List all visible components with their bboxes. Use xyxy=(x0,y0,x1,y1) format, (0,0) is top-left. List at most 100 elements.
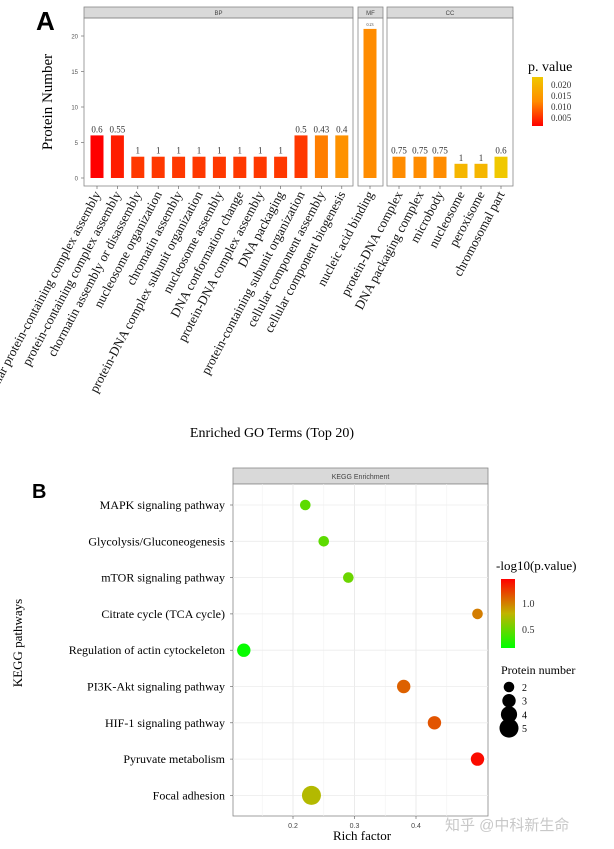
bar xyxy=(314,135,328,178)
colorbar xyxy=(532,77,543,126)
y-tick-label: 20 xyxy=(71,35,78,41)
y-tick-label: Focal adhesion xyxy=(153,788,225,802)
bar-value-label: 0.55 xyxy=(110,124,126,134)
bar-value-label: 1 xyxy=(176,146,181,156)
data-point xyxy=(343,572,354,583)
panel-label-a: A xyxy=(36,6,55,36)
facet-label: BP xyxy=(214,11,222,17)
bar xyxy=(294,135,308,178)
legend-tick-label: 0.015 xyxy=(551,91,572,101)
bar xyxy=(110,135,124,178)
facet-panel xyxy=(83,17,354,187)
size-legend-dot xyxy=(499,718,519,738)
watermark: 知乎 @中科新生命 xyxy=(445,816,569,834)
legend-tick-label: 0.020 xyxy=(551,80,572,90)
size-legend-dot xyxy=(500,706,518,723)
bar-value-label: 1 xyxy=(197,146,202,156)
bar xyxy=(151,156,165,178)
bar xyxy=(172,156,186,178)
x-axis-title: Enriched GO Terms (Top 20) xyxy=(190,426,355,441)
bar-value-label: 1 xyxy=(156,146,161,156)
legend-tick-label: 5 xyxy=(522,724,527,735)
y-tick-label: Regulation of actin cytockeleton xyxy=(69,643,225,657)
bar xyxy=(363,28,377,179)
y-tick-label: 15 xyxy=(71,70,78,76)
bar-value-label: 0.6 xyxy=(495,146,507,156)
legend-tick-label: 0.005 xyxy=(551,113,572,123)
bar-value-label: 0.75 xyxy=(412,146,428,156)
data-point xyxy=(300,499,311,511)
legend-tick-label: 3 xyxy=(522,697,527,708)
data-point xyxy=(472,608,483,620)
chart-title: KEGG Enrichment xyxy=(332,474,390,481)
bar xyxy=(212,156,226,178)
data-point xyxy=(397,679,411,694)
y-tick-label: 10 xyxy=(71,106,78,112)
colorbar xyxy=(501,579,515,648)
bar-value-label: 1 xyxy=(459,153,464,163)
facet-label: MF xyxy=(366,11,375,17)
legend-tick-label: 1.0 xyxy=(522,599,535,610)
color-legend-title: -log10(p.value) xyxy=(496,558,577,573)
bar-value-label: 0.6 xyxy=(91,124,103,134)
facet-label: CC xyxy=(446,11,455,17)
data-point xyxy=(470,752,485,766)
legend-tick-label: 0.010 xyxy=(551,102,572,112)
legend-tick-label: 0.5 xyxy=(522,625,535,636)
legend-title: p. value xyxy=(528,60,572,75)
panel-label-b: B xyxy=(32,481,46,503)
bar-value-label: 1 xyxy=(258,146,263,156)
data-point xyxy=(237,643,251,657)
bar-value-label: 1 xyxy=(238,146,243,156)
bar xyxy=(335,135,349,178)
bar-value-label: 0.43 xyxy=(314,124,330,134)
bar xyxy=(454,163,468,178)
bar xyxy=(192,156,206,178)
data-point xyxy=(318,536,330,547)
facet-panel xyxy=(386,17,514,187)
data-point xyxy=(427,716,442,730)
legend-tick-label: 4 xyxy=(522,710,527,721)
bar xyxy=(474,163,488,178)
bar xyxy=(90,135,104,178)
bar xyxy=(433,156,447,178)
bar-value-label: 0.4 xyxy=(336,124,348,134)
y-axis-title: KEGG pathways xyxy=(10,599,25,687)
bar xyxy=(253,156,267,178)
y-tick-label: 5 xyxy=(75,141,79,147)
y-tick-label: HIF-1 signaling pathway xyxy=(105,716,225,730)
size-legend-dot xyxy=(502,694,516,708)
bar-value-label: 1 xyxy=(136,146,141,156)
y-tick-label: Glycolysis/Gluconeogenesis xyxy=(88,534,225,548)
y-tick-label: PI3K-Akt signaling pathway xyxy=(87,680,225,694)
bar-value-label: 0.23 xyxy=(367,22,374,27)
y-tick-label: 0 xyxy=(75,177,79,183)
bar-value-label: 0.5 xyxy=(295,124,307,134)
bar-value-label: 0.75 xyxy=(432,146,448,156)
legend-tick-label: 2 xyxy=(522,683,527,694)
x-axis-title: Rich factor xyxy=(333,828,392,843)
y-tick-label: Pyruvate metabolism xyxy=(123,752,225,766)
x-tick-label: 0.4 xyxy=(411,823,421,830)
y-tick-label: MAPK signaling pathway xyxy=(100,498,225,512)
data-point xyxy=(301,785,321,805)
bar-value-label: 1 xyxy=(479,153,484,163)
y-axis-title: Protein Number xyxy=(40,54,56,150)
facet-panel xyxy=(357,17,384,187)
y-tick-label: Citrate cycle (TCA cycle) xyxy=(101,607,225,621)
y-tick-label: mTOR signaling pathway xyxy=(101,571,225,585)
x-tick-label: 0.2 xyxy=(288,823,298,830)
bar xyxy=(494,156,508,178)
x-tick-label: 0.3 xyxy=(350,823,360,830)
bar xyxy=(274,156,288,178)
size-legend-title: Protein number xyxy=(501,663,575,677)
bar-value-label: 1 xyxy=(278,146,283,156)
bar xyxy=(392,156,406,178)
bar xyxy=(413,156,427,178)
bar xyxy=(233,156,247,178)
size-legend-dot xyxy=(503,681,515,693)
bar xyxy=(131,156,145,178)
bar-value-label: 1 xyxy=(217,146,222,156)
bar-value-label: 0.75 xyxy=(391,146,407,156)
